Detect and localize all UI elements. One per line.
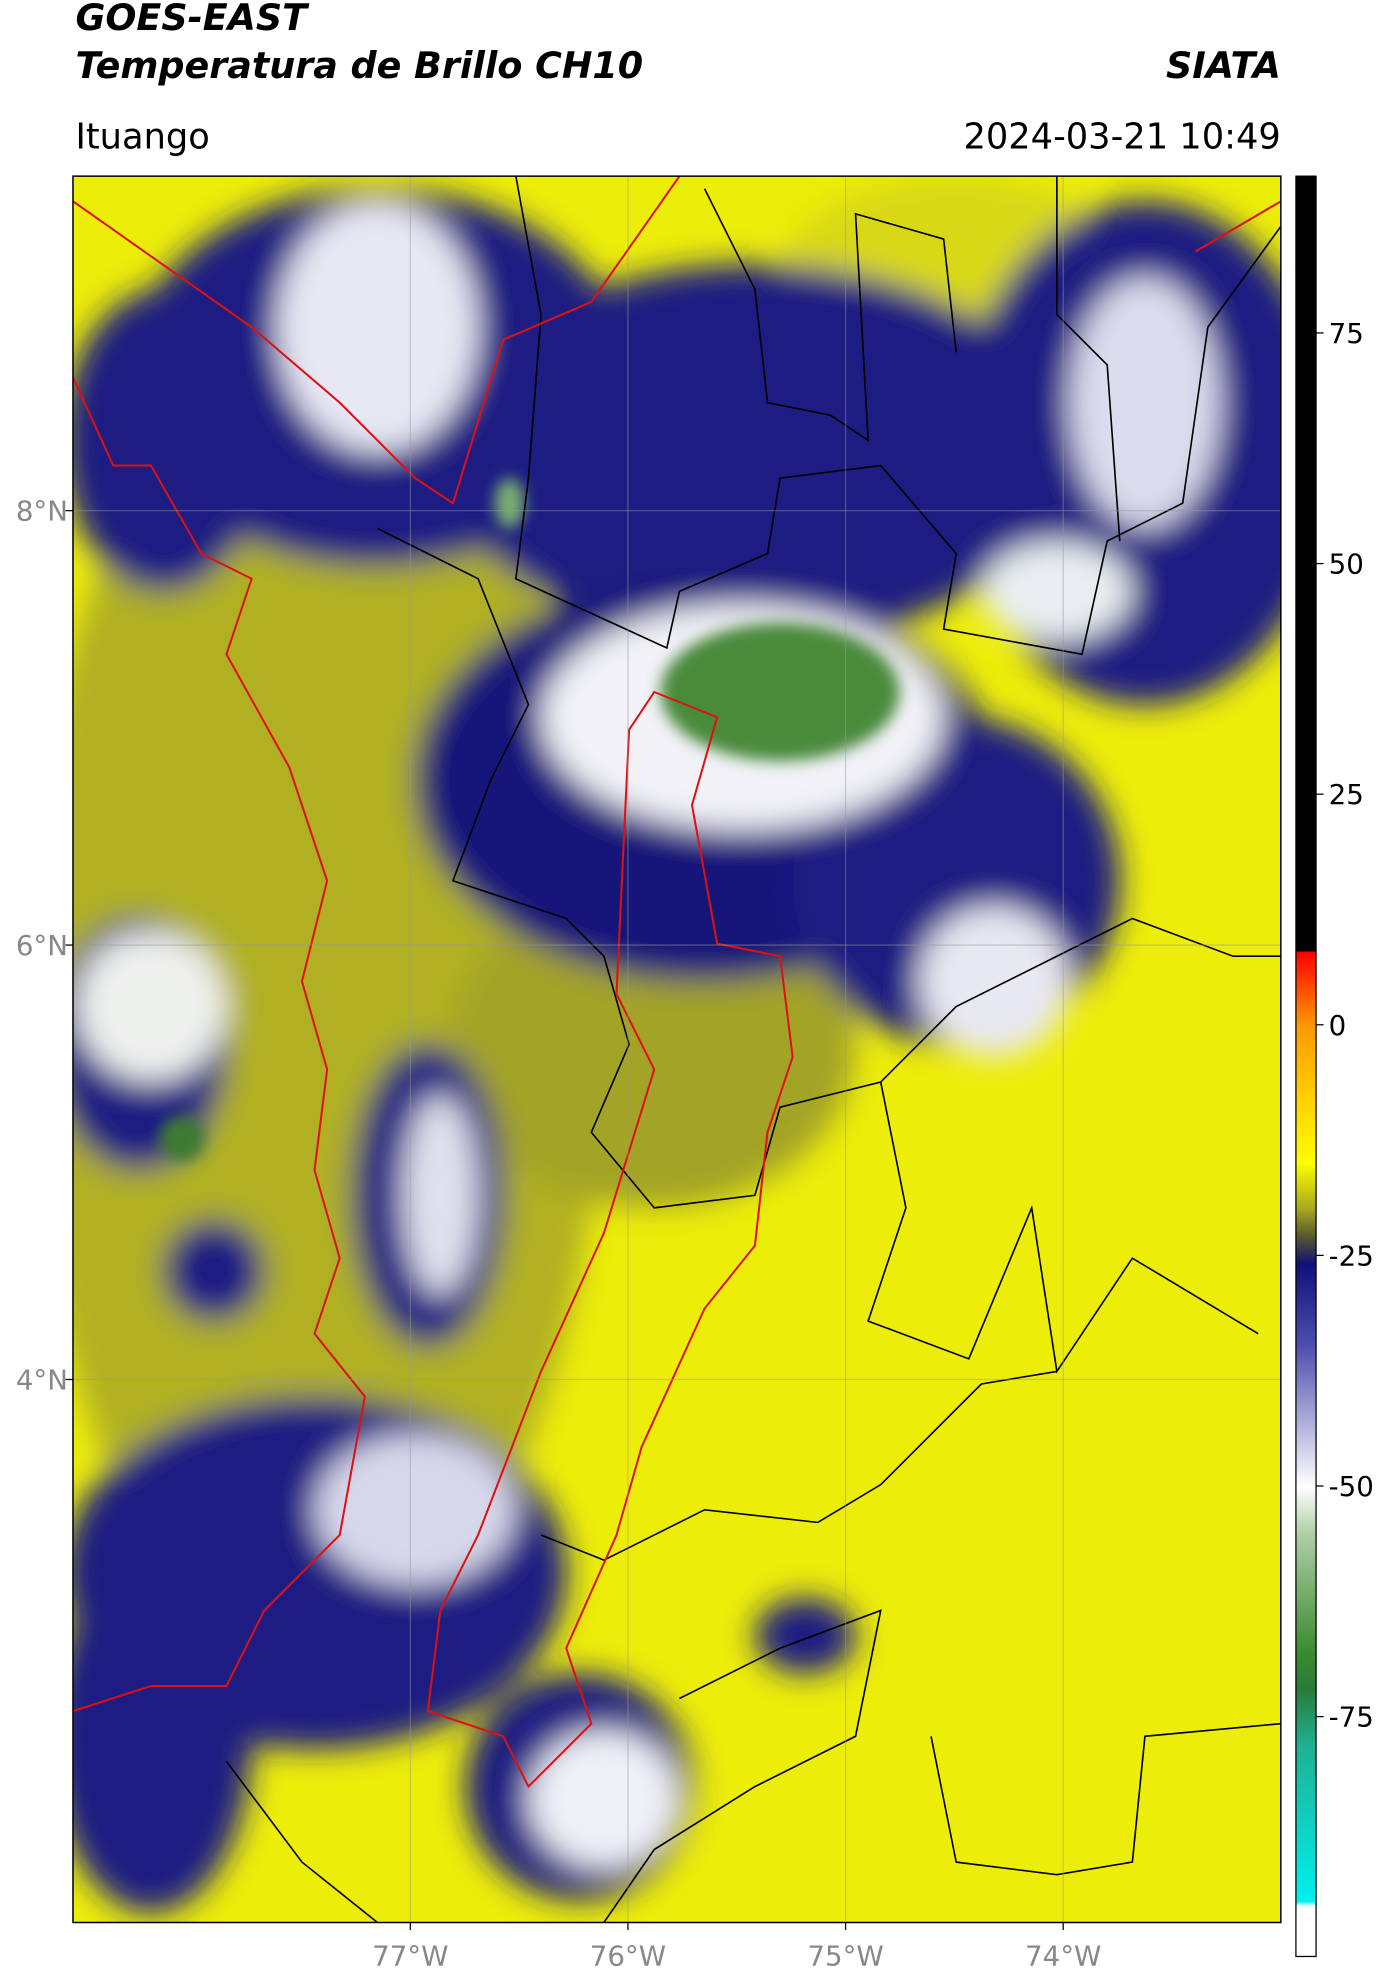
colorbar-tick-label: -50 <box>1329 1470 1374 1503</box>
lat-tick-label: 6°N <box>16 929 68 962</box>
subtitle: Temperatura de Brillo CH10 <box>75 44 643 87</box>
title: GOES-EAST <box>75 0 310 39</box>
lon-tick-label: 74°W <box>1025 1939 1101 1972</box>
colorbar-tick-label: -75 <box>1329 1701 1374 1734</box>
source: SIATA <box>1166 44 1281 87</box>
graticule <box>72 176 1281 1923</box>
colorbar <box>1295 175 1317 1958</box>
colorbar-tick-label: 0 <box>1329 1009 1347 1042</box>
location: Ituango <box>75 116 209 157</box>
lon-tick-label: 75°W <box>807 1939 883 1972</box>
lat-tick-label: 4°N <box>16 1364 68 1397</box>
lon-tick-label: 76°W <box>590 1939 666 1972</box>
satellite-image <box>72 176 1281 1923</box>
lat-tick-label: 8°N <box>16 495 68 528</box>
colorbar-tick-label: -25 <box>1329 1239 1374 1272</box>
colorbar-tick-label: 50 <box>1329 548 1364 581</box>
map-frame <box>72 175 1282 1924</box>
datetime: 2024-03-21 10:49 <box>963 116 1280 157</box>
colorbar-tick-label: 25 <box>1329 778 1364 811</box>
lon-tick-label: 77°W <box>372 1939 448 1972</box>
colorbar-tick-label: 75 <box>1329 317 1364 350</box>
